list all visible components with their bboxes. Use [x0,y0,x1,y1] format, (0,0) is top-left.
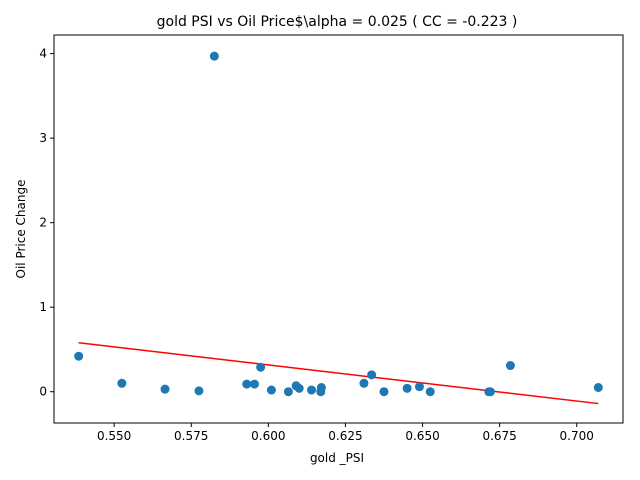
x-tick-label: 0.600 [251,429,285,443]
data-point [425,387,435,397]
y-tick-label: 3 [39,131,47,145]
regression-line [78,341,599,405]
data-point [256,362,266,372]
x-tick-label: 0.650 [405,429,439,443]
data-point [359,378,369,388]
data-point [117,378,127,388]
x-tick-label: 0.675 [482,429,516,443]
data-point [242,379,252,389]
data-point [379,387,389,397]
data-point [367,370,377,380]
points-layer [74,51,603,397]
y-tick-label: 0 [39,385,47,399]
data-point [593,382,603,392]
x-tick-label: 0.700 [560,429,594,443]
data-point [294,383,304,393]
data-point [316,382,326,392]
data-point [194,386,204,396]
data-point [485,387,495,397]
y-axis-label: Oil Price Change [14,180,28,279]
plot-area [74,51,603,405]
data-point [266,385,276,395]
data-point [74,351,84,361]
fit-line-layer [78,341,599,405]
data-point [307,385,317,395]
data-point [505,361,515,371]
axes-frame [53,34,624,424]
data-point [160,384,170,394]
data-point [249,379,259,389]
data-point [209,51,219,61]
chart-title: gold PSI vs Oil Price$\alpha = 0.025 ( C… [157,14,518,30]
y-tick-label: 1 [39,300,47,314]
data-point [283,387,293,397]
x-axis-ticks: 0.550 0.575 0.600 0.625 0.650 0.675 0.700 [97,423,594,443]
y-tick-label: 4 [39,47,47,61]
x-axis-label: gold _PSI [310,451,364,465]
x-tick-label: 0.550 [97,429,131,443]
x-tick-label: 0.575 [174,429,208,443]
y-tick-label: 2 [39,216,47,230]
x-tick-label: 0.625 [328,429,362,443]
data-point [414,382,424,392]
y-axis-ticks: 0 1 2 3 4 [39,47,54,399]
data-point [402,383,412,393]
